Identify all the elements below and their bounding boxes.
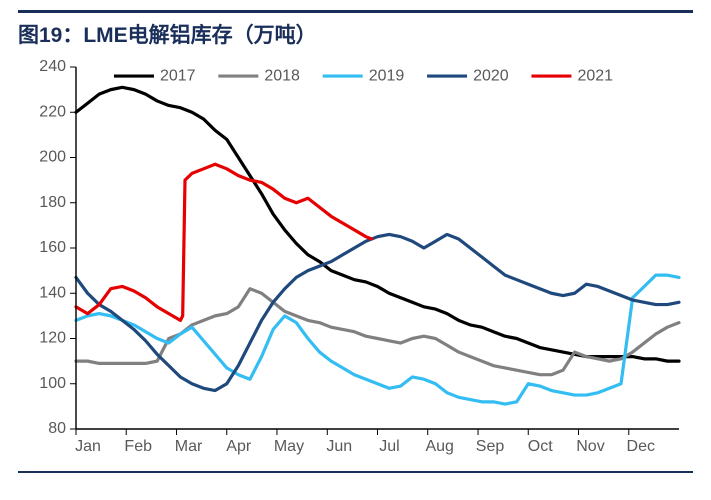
chart-title: 图19：LME电解铝库存（万吨）	[18, 19, 693, 49]
y-tick-label: 160	[39, 239, 66, 256]
x-tick-label: Aug	[425, 438, 453, 455]
y-tick-label: 120	[39, 330, 66, 347]
line-chart: 80 100 120 140 160 180 200 220 240 Jan Feb Mar Apr Ma…	[18, 55, 693, 465]
bottom-rule	[18, 471, 693, 473]
x-tick-label: Mar	[175, 438, 203, 455]
y-tick-label: 140	[39, 284, 66, 301]
chart-area: 80 100 120 140 160 180 200 220 240 Jan Feb Mar Apr Ma…	[18, 55, 693, 465]
x-tick-label: Apr	[226, 438, 252, 455]
legend-label: 2020	[473, 67, 509, 84]
top-rule: 图19：LME电解铝库存（万吨）	[18, 10, 693, 49]
legend-label: 2019	[369, 67, 405, 84]
x-tick-label: Dec	[627, 438, 655, 455]
y-tick-label: 200	[39, 149, 66, 166]
legend-label: 2021	[577, 67, 613, 84]
x-tick-label: Jan	[75, 438, 101, 455]
y-tick-label: 180	[39, 194, 66, 211]
x-tick-label: Feb	[124, 438, 152, 455]
y-tick-label: 240	[39, 58, 66, 75]
x-tick-label: Jul	[379, 438, 399, 455]
legend-label: 2017	[160, 67, 196, 84]
y-tick-label: 100	[39, 375, 66, 392]
x-tick-label: May	[274, 438, 304, 455]
x-tick-label: Oct	[528, 438, 553, 455]
y-tick-label: 220	[39, 103, 66, 120]
y-tick-label: 80	[48, 420, 66, 437]
legend-label: 2018	[264, 67, 300, 84]
x-tick-label: Nov	[576, 438, 604, 455]
x-tick-label: Sep	[476, 438, 505, 455]
x-tick-label: Jun	[326, 438, 352, 455]
